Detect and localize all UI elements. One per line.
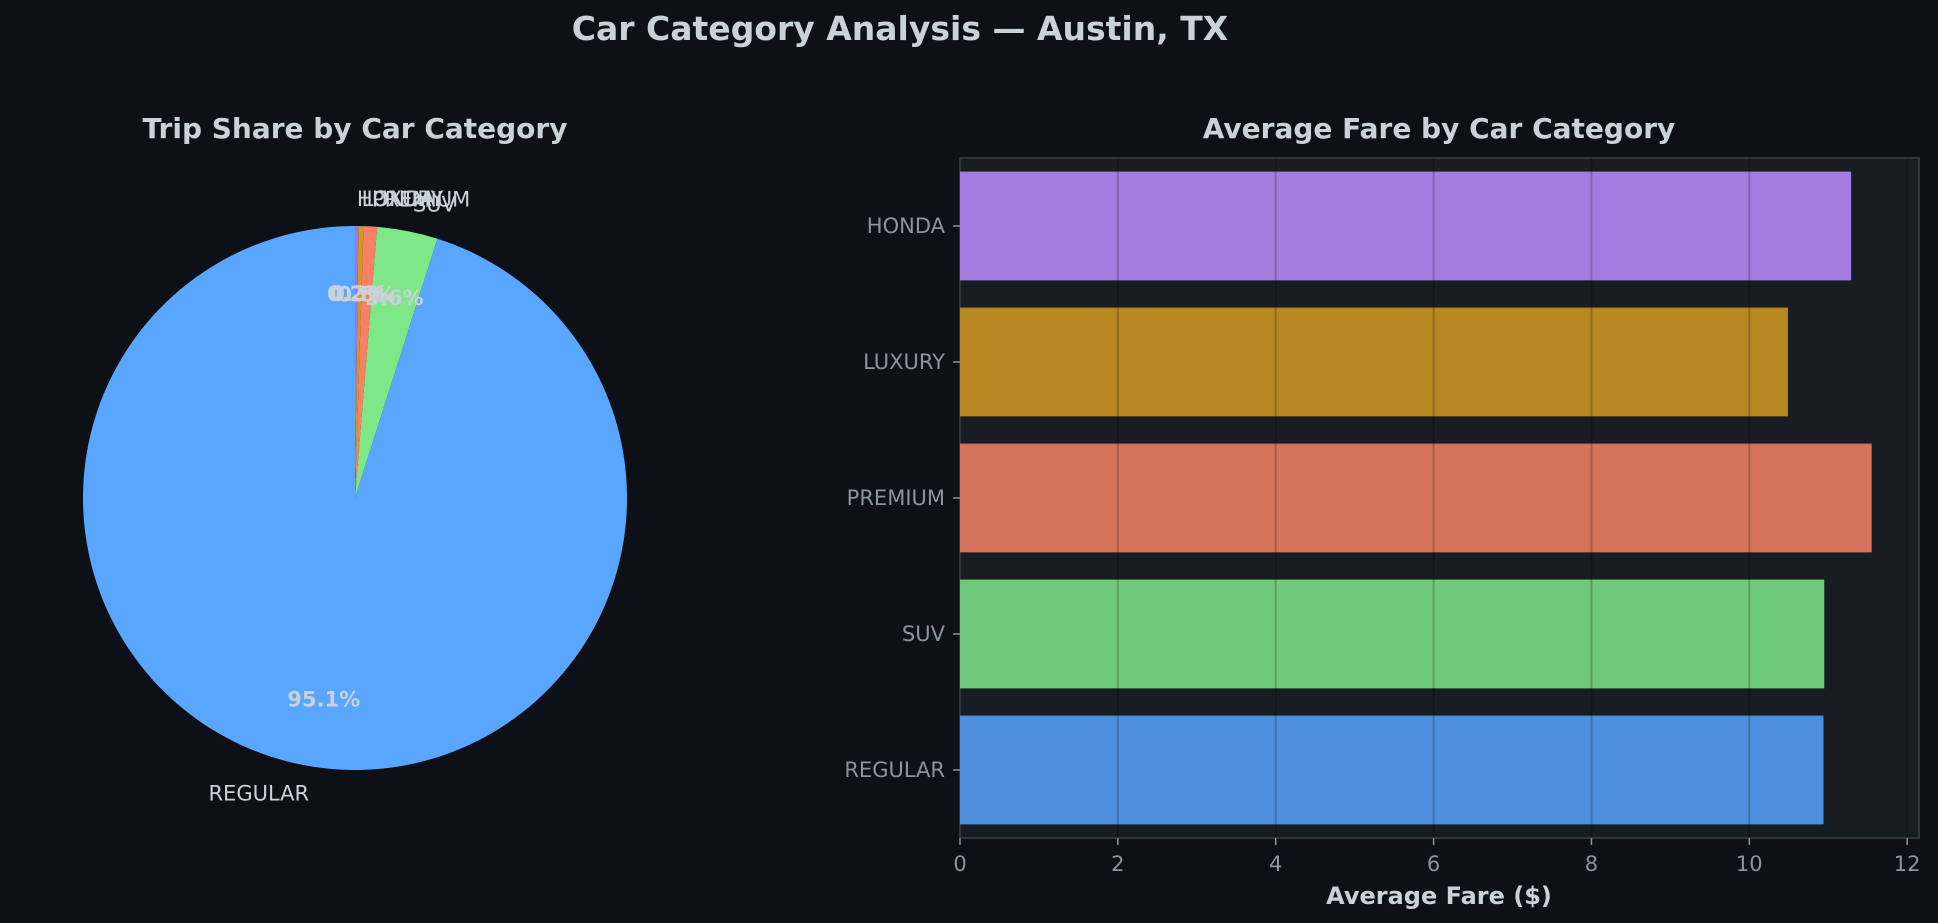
pie-pct-regular: 95.1% bbox=[287, 688, 360, 712]
y-tick-luxury: LUXURY bbox=[863, 350, 945, 374]
y-tick-suv: SUV bbox=[902, 622, 946, 646]
pie-label-premium: PREMIUM bbox=[372, 187, 470, 211]
bar-regular bbox=[960, 715, 1824, 825]
pie-pct-honda: 0.2% bbox=[327, 282, 385, 306]
bar-suv bbox=[960, 579, 1825, 689]
y-tick-premium: PREMIUM bbox=[847, 486, 945, 510]
pie-chart: Trip Share by Car Category HONDA 0.2% LUXU… bbox=[83, 112, 628, 806]
y-tick-labels: HONDA LUXURY PREMIUM SUV REGULAR bbox=[844, 214, 960, 782]
pie-label-regular: REGULAR bbox=[208, 782, 309, 806]
pie-slice-luxury bbox=[355, 226, 364, 498]
x-tick-10: 10 bbox=[1736, 852, 1763, 876]
y-tick-honda: HONDA bbox=[867, 214, 946, 238]
pie-label-luxury: LUXURY bbox=[362, 187, 444, 211]
pie-slice-honda bbox=[355, 226, 359, 498]
pie-slices bbox=[83, 226, 628, 771]
pie-label-suv: SUV bbox=[413, 192, 457, 216]
pie-label-honda: HONDA bbox=[357, 187, 436, 211]
pie-pct-suv: 3.6% bbox=[365, 286, 423, 310]
x-tick-2: 2 bbox=[1111, 852, 1124, 876]
pie-slice-suv bbox=[355, 226, 438, 498]
bar-honda bbox=[960, 171, 1852, 281]
bar-luxury bbox=[960, 307, 1788, 417]
x-tick-4: 4 bbox=[1269, 852, 1282, 876]
x-tick-labels: 0 2 4 6 8 10 12 bbox=[953, 838, 1921, 876]
x-tick-0: 0 bbox=[953, 852, 966, 876]
bar-chart: Average Fare by Car Category HONDA LUXURY… bbox=[844, 112, 1920, 910]
bar-premium bbox=[960, 443, 1872, 553]
pie-labels: HONDA 0.2% LUXURY 0.3% PREMIUM 0.8% SUV 3.6% REG… bbox=[208, 187, 470, 806]
pie-slice-regular bbox=[83, 226, 628, 771]
x-tick-8: 8 bbox=[1585, 852, 1598, 876]
x-gridlines bbox=[1116, 158, 1909, 838]
x-tick-12: 12 bbox=[1894, 852, 1921, 876]
pie-pct-premium: 0.8% bbox=[337, 282, 395, 306]
bar-title: Average Fare by Car Category bbox=[1203, 112, 1676, 145]
y-tick-regular: REGULAR bbox=[844, 758, 945, 782]
pie-pct-luxury: 0.3% bbox=[330, 282, 388, 306]
figure-title: Car Category Analysis — Austin, TX bbox=[572, 9, 1228, 48]
x-tick-6: 6 bbox=[1427, 852, 1440, 876]
pie-slice-premium bbox=[355, 226, 378, 498]
x-axis-label: Average Fare ($) bbox=[1326, 882, 1552, 910]
pie-title: Trip Share by Car Category bbox=[143, 112, 568, 145]
bars bbox=[960, 171, 1872, 825]
